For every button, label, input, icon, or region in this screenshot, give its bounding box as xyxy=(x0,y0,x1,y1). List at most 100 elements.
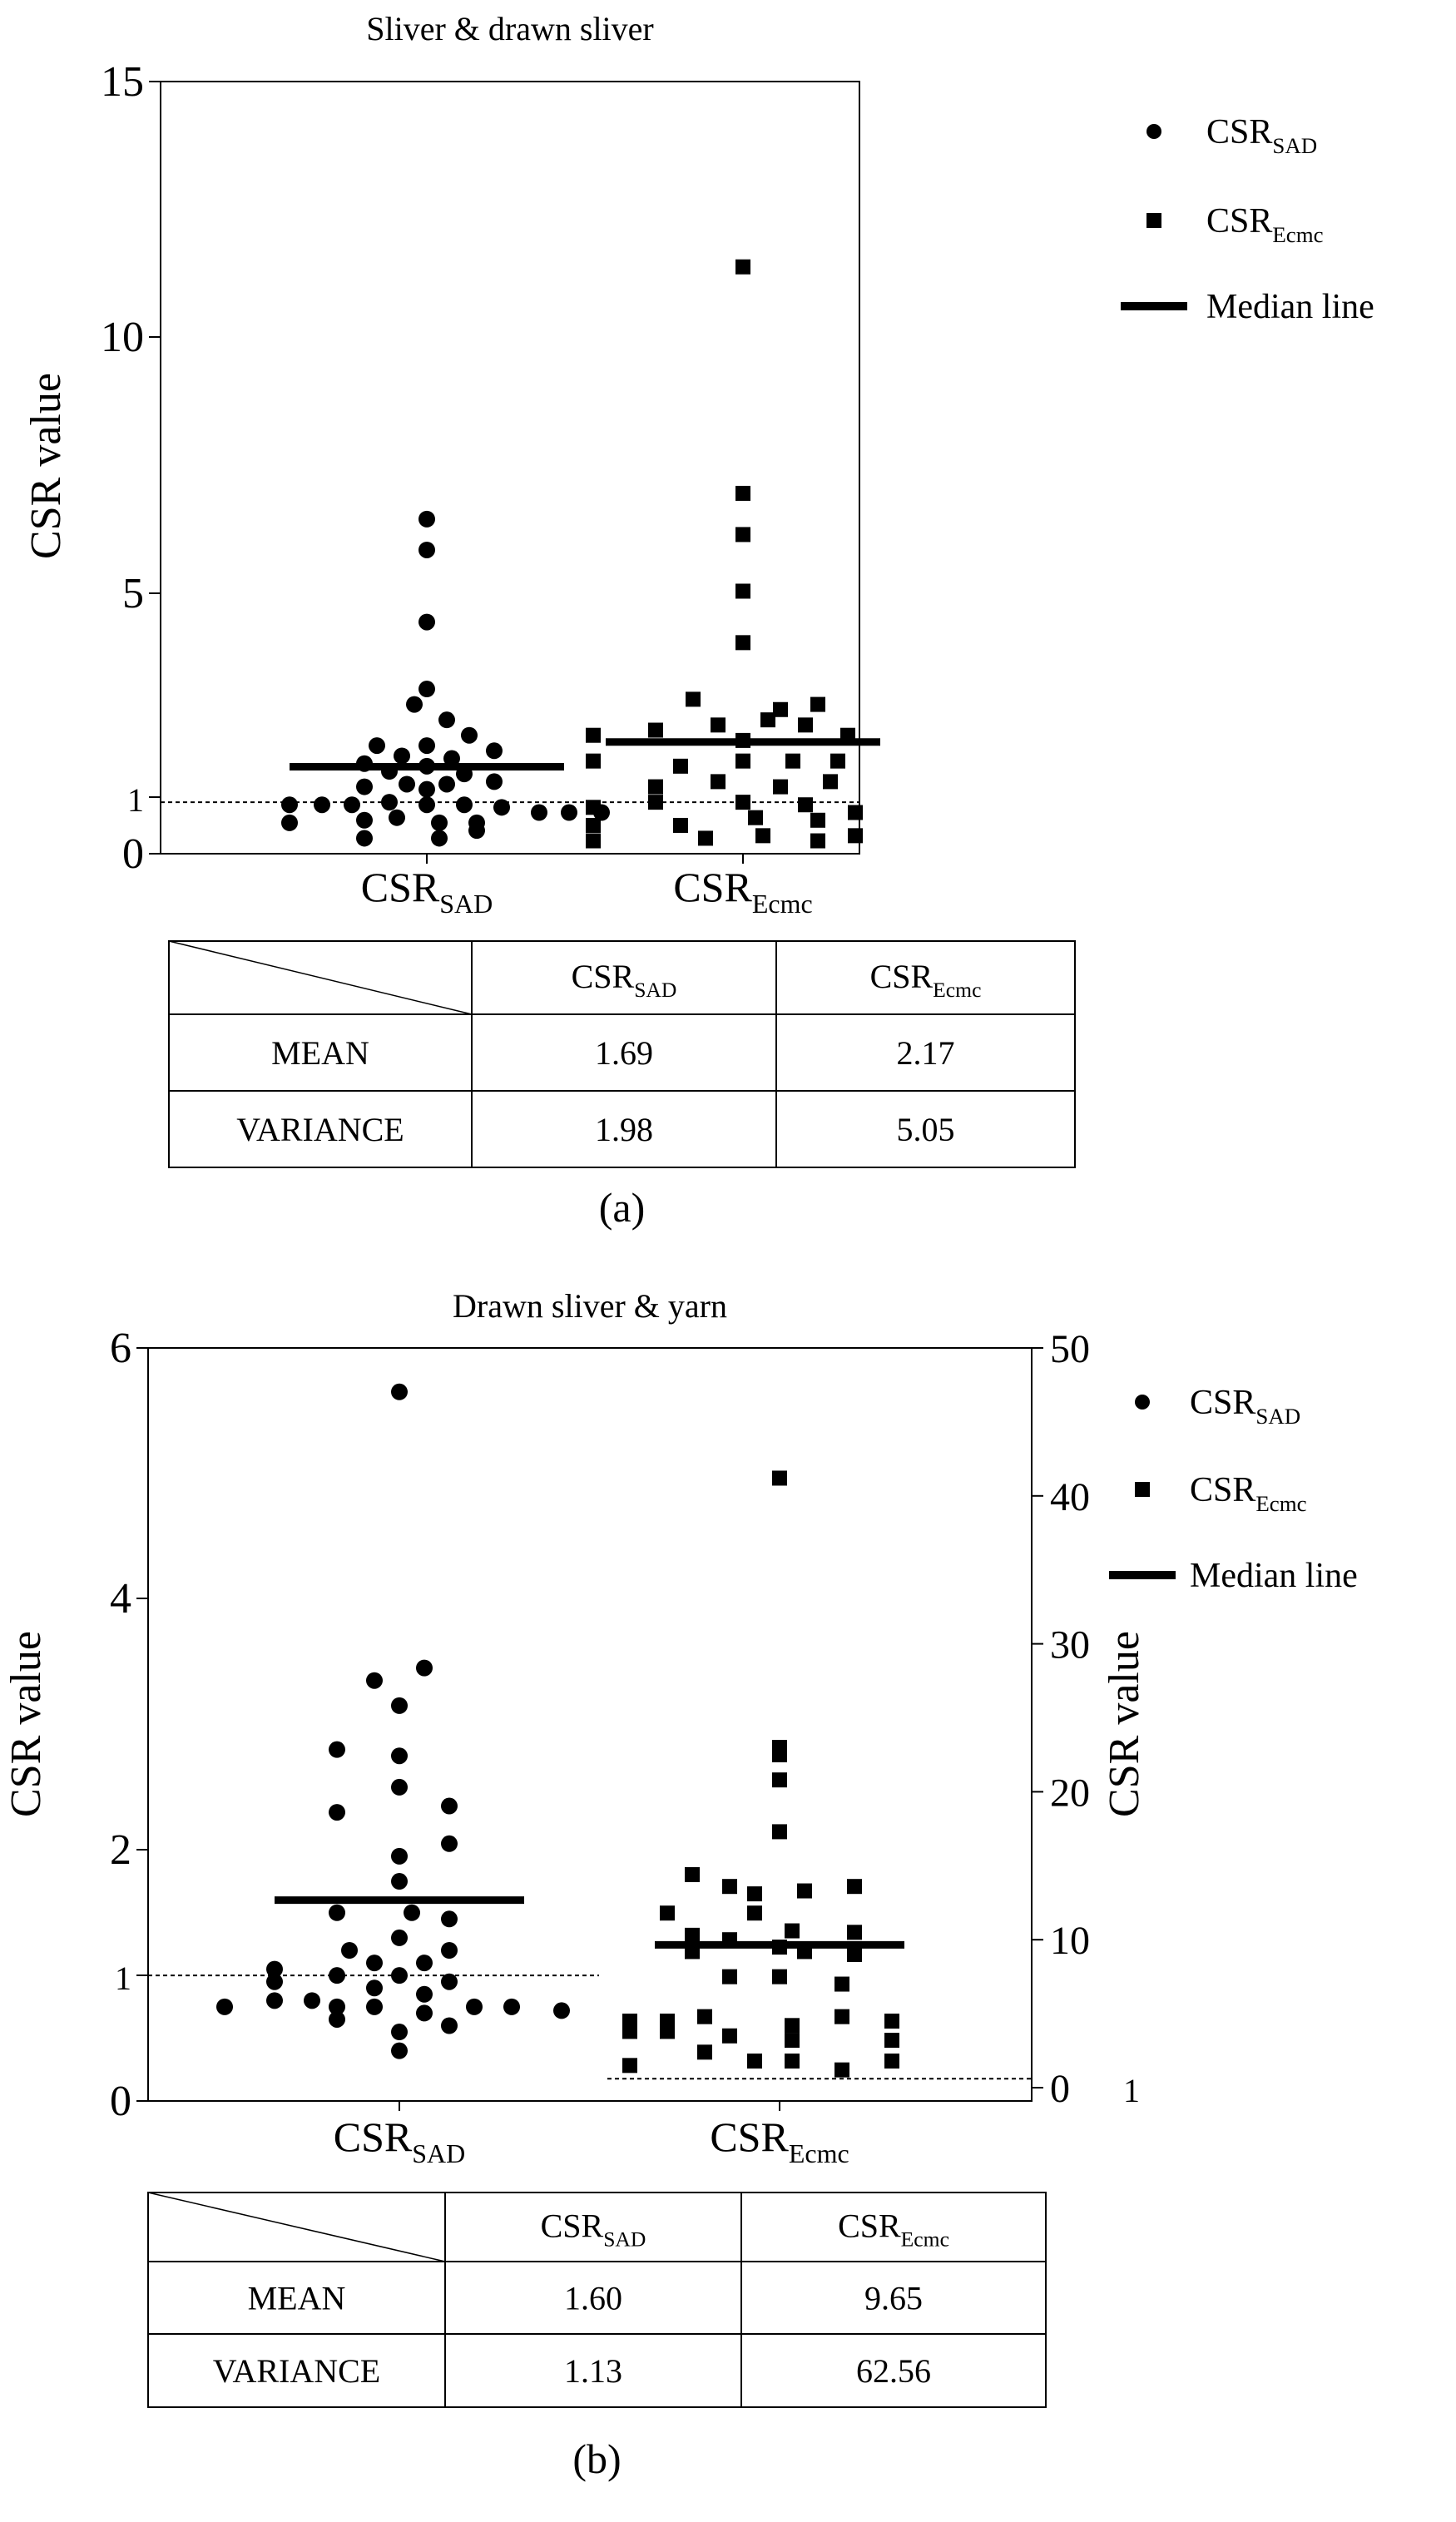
data-point xyxy=(441,1797,458,1815)
data-point xyxy=(438,711,455,729)
x-tick-label-sub: Ecmc xyxy=(752,889,813,919)
table-cell: 9.65 xyxy=(864,2280,923,2317)
data-point xyxy=(418,780,435,798)
data-point xyxy=(391,1778,408,1796)
data-point xyxy=(747,1905,762,1921)
data-point xyxy=(686,691,701,707)
chart-title: Drawn sliver & yarn xyxy=(453,1287,727,1325)
legend-label-sub: Ecmc xyxy=(1255,1491,1306,1516)
data-point xyxy=(366,1979,383,1997)
data-point xyxy=(438,775,455,793)
data-point xyxy=(394,747,410,765)
legend-label: CSRSAD xyxy=(1190,1384,1300,1429)
y-tick-label: 2 xyxy=(110,1826,131,1874)
legend-marker xyxy=(1146,124,1161,139)
data-point xyxy=(441,1942,458,1959)
y2-tick-label: 40 xyxy=(1050,1475,1090,1519)
data-point xyxy=(735,259,750,275)
data-point xyxy=(314,796,330,814)
data-point xyxy=(648,779,663,795)
data-point xyxy=(735,635,750,651)
data-point xyxy=(622,2058,637,2074)
legend-label-sub: Ecmc xyxy=(1272,222,1323,247)
data-point xyxy=(810,812,825,828)
data-point xyxy=(830,753,845,769)
data-point xyxy=(697,2044,712,2060)
table-header: CSRSAD xyxy=(572,958,677,1002)
data-point xyxy=(391,1967,408,1984)
data-point xyxy=(404,1904,420,1921)
data-point xyxy=(486,742,503,760)
legend-label: CSRSAD xyxy=(1206,113,1317,158)
data-point xyxy=(391,1697,408,1714)
data-point xyxy=(772,1747,787,1762)
data-point xyxy=(391,2024,408,2041)
y-tick-label: 1 xyxy=(115,1960,131,1997)
data-point xyxy=(456,796,473,814)
data-point xyxy=(266,1973,283,1990)
table-header-sub: Ecmc xyxy=(933,978,981,1002)
y-tick-label: 1 xyxy=(127,781,144,819)
data-point xyxy=(823,774,838,790)
y2-tick-label: 20 xyxy=(1050,1771,1090,1815)
table-cell: 2.17 xyxy=(897,1034,955,1072)
data-point xyxy=(711,774,726,790)
data-point xyxy=(772,1824,787,1840)
data-point xyxy=(329,1998,345,2015)
table-row-label: MEAN xyxy=(248,2280,346,2317)
data-point xyxy=(586,753,601,769)
data-point xyxy=(735,485,750,501)
legend-label: Median line xyxy=(1206,288,1374,326)
data-point xyxy=(847,1925,862,1940)
data-point xyxy=(281,796,298,814)
x-tick-label-sub: SAD xyxy=(439,889,493,919)
data-point xyxy=(381,794,398,811)
data-point xyxy=(389,809,405,826)
data-point xyxy=(329,1967,345,1984)
data-point xyxy=(503,1998,520,2015)
data-point xyxy=(785,2018,800,2034)
y2-tick-label: 30 xyxy=(1050,1623,1090,1667)
y2-extra-label: 1 xyxy=(1123,2072,1140,2109)
data-point xyxy=(834,2062,849,2078)
data-point xyxy=(391,1873,408,1890)
plot-frame xyxy=(147,1347,1033,2102)
data-point xyxy=(341,1942,358,1959)
y-tick-label: 0 xyxy=(122,830,144,878)
data-point xyxy=(722,1969,737,1984)
legend-label-sub: SAD xyxy=(1255,1404,1300,1429)
data-point xyxy=(772,1969,787,1984)
data-point xyxy=(747,2053,762,2069)
data-point xyxy=(399,775,415,793)
data-point xyxy=(391,1747,408,1765)
data-point xyxy=(797,1883,812,1899)
legend-label-main: CSR xyxy=(1190,1471,1255,1509)
y2-tick-label: 10 xyxy=(1050,1919,1090,1963)
table-corner-diagonal xyxy=(168,940,473,1015)
data-point xyxy=(416,1659,433,1677)
table-header-sub: SAD xyxy=(634,978,676,1002)
data-point xyxy=(586,833,601,849)
data-point xyxy=(418,737,435,755)
data-point xyxy=(416,1955,433,1972)
data-point xyxy=(418,613,435,631)
table-header-main: CSR xyxy=(838,2207,901,2245)
data-point xyxy=(329,1804,345,1821)
table-header-main: CSR xyxy=(572,958,635,995)
y2-axis-label: CSR value xyxy=(1101,1631,1148,1817)
data-point xyxy=(391,1383,408,1400)
data-point xyxy=(366,1672,383,1689)
data-point xyxy=(685,1927,700,1943)
data-point xyxy=(431,830,448,847)
table-row-label: VARIANCE xyxy=(213,2352,381,2390)
table-cell: 62.56 xyxy=(856,2352,931,2390)
data-point xyxy=(461,726,478,744)
legend-label-main: CSR xyxy=(1206,113,1272,151)
data-point xyxy=(281,814,298,831)
data-point xyxy=(798,717,813,733)
stats-table xyxy=(147,2192,1047,2408)
data-point xyxy=(735,583,750,599)
table-row-label: MEAN xyxy=(271,1034,369,1072)
data-point xyxy=(747,1886,762,1902)
